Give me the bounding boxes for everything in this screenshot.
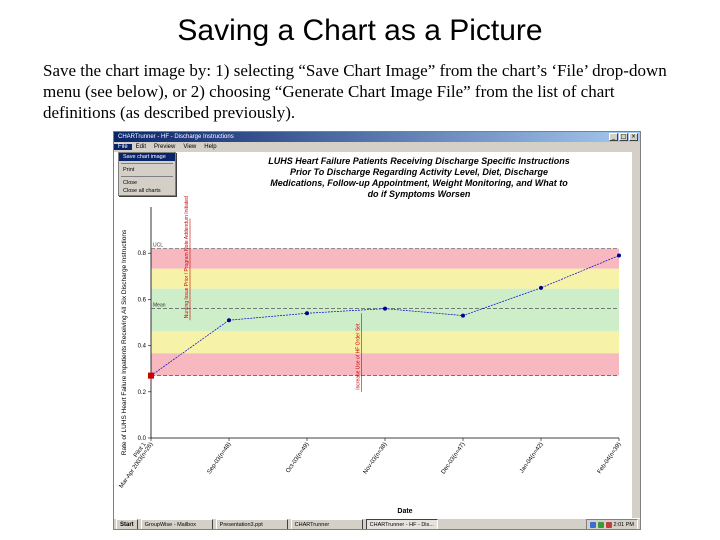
menu-item-close[interactable]: Close	[123, 180, 138, 186]
close-button[interactable]: ×	[629, 133, 638, 141]
network-icon[interactable]	[589, 522, 596, 528]
data-point	[617, 253, 621, 258]
chart-area: UCL Mean 0.0 0.2 0.4 0.6 0.8 Rate of LUHS Heart…	[114, 152, 640, 518]
menu-file[interactable]: File	[114, 144, 132, 150]
x-tick-label: Feb-04(n=39)	[597, 442, 623, 475]
window-titlebar[interactable]: CHARTrunner - HF - Discharge Instruction…	[114, 132, 640, 142]
zone-c-upper	[151, 288, 619, 309]
taskbar-item-chartrunner-hf[interactable]: CHARTrunner - HF - Dis...	[365, 519, 438, 529]
x-tick-label: Oct-03(n=49)	[285, 442, 310, 475]
y-axis-label: Rate of LUHS Heart Failure Inpatients Re…	[121, 229, 128, 455]
taskbar: Start GroupWise - Mailbox Presentation3.…	[114, 518, 640, 529]
mean-label: Mean	[153, 303, 166, 309]
x-tick-label: Sep-03(n=48)	[207, 442, 233, 476]
zone-c-lower	[151, 308, 619, 331]
menubar: File Edit Preview View Help	[114, 142, 640, 152]
slide-title: Saving a Chart as a Picture	[177, 14, 543, 47]
x-tick-label: Dec-03(n=47)	[441, 442, 467, 476]
minimize-button[interactable]: _	[609, 133, 618, 141]
data-point	[539, 285, 543, 290]
menu-separator	[121, 176, 173, 177]
zone-a-lower	[151, 353, 619, 376]
y-tick-label: 0.0	[138, 436, 147, 442]
data-point	[461, 313, 465, 318]
menu-separator	[121, 163, 173, 164]
taskbar-item-presentation[interactable]: Presentation3.ppt	[215, 519, 288, 529]
slide-body-text: Save the chart image by: 1) selecting “S…	[43, 61, 667, 122]
file-dropdown-menu: Save chart image Print Close Close all c…	[118, 152, 176, 196]
y-tick-label: 0.8	[138, 251, 147, 257]
menu-item-close-all[interactable]: Close all charts	[123, 188, 161, 194]
antivirus-icon[interactable]	[597, 522, 604, 528]
ucl-label: UCL	[153, 243, 163, 249]
vertical-scrollbar[interactable]	[632, 152, 640, 518]
clock: 2:01 PM	[613, 522, 634, 528]
zone-b-upper	[151, 268, 619, 289]
menu-edit[interactable]: Edit	[135, 144, 147, 150]
zone-b-lower	[151, 330, 619, 354]
data-point	[305, 311, 309, 316]
system-tray: 2:01 PM	[585, 519, 638, 529]
y-tick-label: 0.2	[138, 390, 147, 396]
menu-view[interactable]: View	[183, 144, 197, 150]
window-controls: _ □ ×	[609, 133, 638, 141]
taskbar-item-chartrunner[interactable]: CHARTrunner	[290, 519, 363, 529]
menu-preview[interactable]: Preview	[154, 144, 176, 150]
chartrunner-window: CHARTrunner - HF - Discharge Instruction…	[113, 131, 641, 530]
chart-title: LUHS Heart Failure Patients Receiving Di…	[268, 156, 570, 199]
data-point	[148, 372, 154, 379]
x-axis-label: Date	[397, 508, 412, 515]
control-chart: UCL Mean 0.0 0.2 0.4 0.6 0.8 Rate of LUHS Heart…	[119, 196, 623, 515]
data-point	[383, 306, 387, 311]
y-tick-label: 0.6	[138, 297, 147, 303]
maximize-button[interactable]: □	[619, 133, 628, 141]
x-tick-label: Nov-03(n=38)	[363, 442, 389, 476]
window-title: CHARTrunner - HF - Discharge Instruction…	[118, 134, 234, 140]
menu-item-save-chart-image[interactable]: Save chart image	[119, 153, 175, 161]
y-tick-label: 0.4	[138, 344, 147, 350]
zone-a-upper	[151, 248, 619, 269]
menu-item-print[interactable]: Print	[123, 167, 135, 173]
start-button[interactable]: Start	[116, 519, 138, 529]
annotation-order-set-text: Increase Use of HF Order Set	[356, 323, 362, 390]
annotation-program-note-text: Nursing Issue Prior / Program Note Adden…	[184, 196, 190, 318]
x-tick-label: Jan-04(n=42)	[519, 442, 544, 475]
data-point	[227, 318, 231, 323]
menu-help[interactable]: Help	[204, 144, 217, 150]
taskbar-item-groupwise[interactable]: GroupWise - Mailbox	[140, 519, 213, 529]
alert-icon[interactable]	[605, 522, 612, 528]
